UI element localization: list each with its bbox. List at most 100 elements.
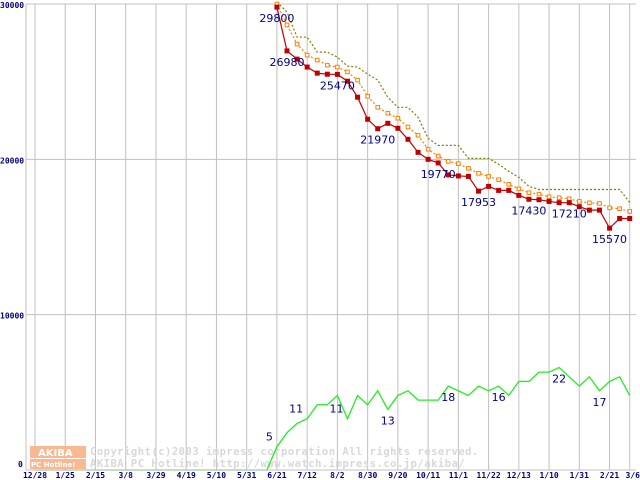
y-tick-label: 30000 — [0, 1, 24, 10]
point-min — [586, 207, 592, 213]
point-min — [334, 71, 340, 77]
point-average — [325, 62, 330, 68]
point-min — [576, 204, 582, 210]
x-tick-label: 8/2 — [330, 471, 345, 480]
site-url-text: AKIBA PC Hotline! http://www.watch.impre… — [90, 458, 465, 470]
point-average — [506, 182, 512, 187]
x-tick-label: 1/25 — [56, 471, 75, 480]
price-label: 25470 — [320, 79, 355, 92]
point-average — [526, 190, 532, 196]
x-tick-label: 10/11 — [416, 471, 440, 480]
point-min — [476, 188, 482, 194]
x-tick-label: 12/13 — [507, 471, 531, 480]
point-average — [556, 195, 562, 201]
price-label: 19770 — [421, 168, 456, 181]
point-average — [395, 115, 401, 121]
series-layer — [35, 1, 633, 471]
point-min — [556, 200, 562, 206]
x-tick-label: 11/1 — [449, 471, 468, 480]
point-average — [587, 200, 592, 206]
point-average — [546, 194, 552, 200]
point-average — [617, 206, 622, 212]
count-label: 17 — [592, 396, 606, 409]
count-label: 18 — [441, 391, 455, 404]
point-average — [445, 159, 451, 164]
point-min — [607, 225, 613, 231]
grid — [26, 3, 636, 470]
count-label: 11 — [329, 403, 343, 416]
point-min — [284, 48, 290, 54]
x-tick-label: 3/8 — [118, 471, 133, 480]
point-min — [627, 216, 633, 222]
point-average — [314, 57, 320, 63]
price-label: 15570 — [592, 233, 627, 246]
point-min — [617, 216, 623, 222]
point-min — [465, 173, 471, 179]
point-average — [345, 69, 350, 75]
point-average — [536, 191, 542, 197]
logo-bottom-text: PC Hotline! — [31, 461, 75, 469]
point-min — [274, 4, 280, 10]
point-min — [536, 197, 542, 203]
x-tick-label: 1/31 — [570, 471, 589, 480]
y-tick-label: 20000 — [0, 156, 24, 165]
y-tick-label: 0 — [18, 460, 23, 469]
point-min — [304, 64, 310, 70]
y-tick-label: 10000 — [0, 312, 24, 321]
point-min — [516, 192, 522, 198]
x-tick-label: 2/21 — [600, 471, 619, 480]
point-average — [425, 146, 431, 152]
point-average — [607, 205, 612, 211]
x-tick-label: 11/22 — [477, 471, 501, 480]
x-tick-label: 7/12 — [298, 471, 317, 480]
point-min — [365, 116, 371, 122]
point-average — [476, 171, 481, 176]
x-tick-label: 2/15 — [86, 471, 105, 480]
point-average — [335, 64, 340, 70]
price-label: 17430 — [511, 204, 546, 217]
count-label: 5 — [266, 431, 273, 444]
point-min — [415, 149, 421, 155]
point-min — [294, 56, 300, 62]
point-min — [314, 70, 320, 76]
copyright-text: Copyright(c)2003 impress corporation All… — [90, 446, 479, 458]
point-average — [456, 161, 461, 166]
price-label: 26980 — [270, 56, 305, 69]
price-label: 21970 — [360, 134, 395, 147]
x-tick-label: 12/28 — [23, 471, 47, 480]
point-average — [284, 22, 290, 28]
point-min — [596, 207, 602, 213]
price-label: 17953 — [461, 196, 496, 209]
data-labels: 29800 26980 25470 21970 19770 17953 17430 17210… — [259, 12, 627, 444]
logo-top-text: AKIBA — [38, 448, 73, 459]
point-average — [627, 209, 633, 214]
point-min — [425, 156, 431, 162]
point-average — [375, 104, 381, 110]
point-average — [304, 52, 310, 58]
count-label: 22 — [552, 372, 566, 385]
x-tick-label: 5/10 — [207, 471, 226, 480]
point-average — [496, 177, 501, 182]
x-tick-label: 3/29 — [146, 471, 165, 480]
point-average — [294, 41, 300, 47]
price-label: 17210 — [552, 208, 587, 221]
point-min — [405, 136, 411, 142]
point-min — [324, 71, 330, 77]
logo-top-bg — [30, 446, 86, 458]
point-average — [466, 166, 471, 171]
point-average — [577, 199, 582, 204]
x-tick-label: 8/30 — [358, 471, 377, 480]
point-min — [385, 120, 391, 126]
count-label: 16 — [492, 391, 506, 404]
point-average — [597, 201, 602, 206]
point-min — [506, 187, 512, 193]
x-tick-label: 5/31 — [237, 471, 256, 480]
logo-bottom-bg — [30, 459, 86, 469]
count-label: 13 — [381, 414, 395, 427]
point-average — [566, 196, 572, 202]
price-label: 29800 — [259, 12, 294, 25]
x-tick-label: 1/10 — [539, 471, 558, 480]
point-min — [526, 196, 532, 202]
